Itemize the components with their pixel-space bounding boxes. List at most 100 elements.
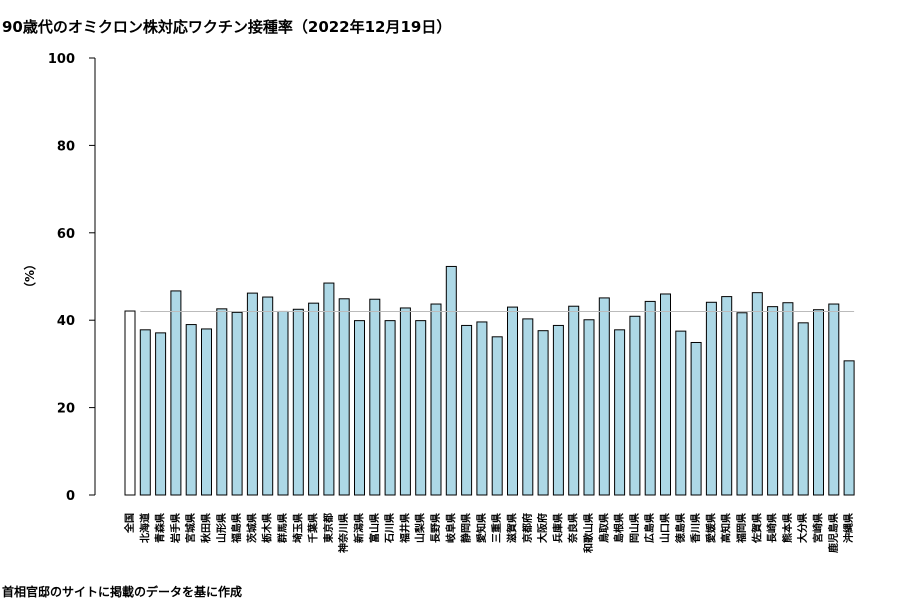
bar-prefecture [354,320,365,496]
bar-prefecture [828,303,840,496]
x-category-label: 岩手県 [169,513,182,544]
bar-prefecture [246,292,258,496]
x-category-label: 宮城県 [184,513,197,543]
bar-prefecture [736,312,748,496]
bar-prefecture [384,320,396,496]
x-category-label: 高知県 [720,513,733,543]
y-tick-label: 20 [57,402,75,417]
source-caption: 首相官邸のサイトに掲載のデータを基に作成 [2,585,243,599]
bar-prefecture [568,305,580,496]
x-category-label: 神奈川県 [337,513,350,553]
x-category-label: 香川県 [689,513,702,543]
x-category-label: 鹿児島県 [827,513,840,553]
x-category-label: 島根県 [613,513,626,543]
y-axis-label: （%） [22,258,37,294]
x-category-label: 東京都 [322,513,335,543]
bar-prefecture [644,300,656,496]
x-category-label: 和歌山県 [582,513,595,554]
bar-prefecture [216,308,228,496]
bar-prefecture [308,302,320,496]
bar-prefecture [767,306,779,496]
bar-prefecture [537,330,549,496]
x-category-label: 山口県 [659,513,672,543]
y-tick-label: 0 [66,489,75,504]
bar-prefecture [797,322,809,496]
bar-prefecture [491,336,503,496]
x-category-label: 福島県 [230,513,243,544]
bar-prefecture [614,329,626,496]
x-category-label: 千葉県 [307,513,320,543]
bar-prefecture [476,321,488,496]
bar-prefecture [262,296,274,496]
bar-prefecture [675,330,687,496]
bar-prefecture [843,360,855,496]
bars [124,265,855,496]
x-category-label: 長崎県 [766,513,779,543]
x-category-label: 群馬県 [276,513,289,543]
y-tick-label: 60 [57,227,75,242]
x-category-label: 宮崎県 [812,513,825,543]
x-category-label: 徳島県 [674,513,687,544]
x-category-label: 富山県 [368,513,381,543]
x-category-label: 青森県 [154,513,167,543]
x-category-label: 大阪府 [536,513,549,543]
x-category-label: 福岡県 [735,513,748,544]
bar-prefecture [155,332,167,496]
bar-prefecture [690,341,702,496]
x-category-label: 茨城県 [245,513,258,543]
y-tick-label: 40 [57,314,75,329]
bar-prefecture [430,303,442,496]
x-category-label: 佐賀県 [750,513,763,544]
bar-prefecture [231,311,243,496]
x-category-label: 鳥取県 [597,513,610,543]
x-category-label: 秋田県 [200,513,213,543]
bar-prefecture [445,265,457,496]
bar-prefecture [721,296,733,496]
x-axis-labels: 全国 北海道 青森県 岩手県 宮城県 秋田県 山形県 福島県 茨城県 栃木県 群馬県 埼玉県 千葉県 東京… [123,513,855,554]
y-tick-label: 80 [57,139,75,154]
bar-prefecture [170,290,182,496]
y-axis: 0 20 40 60 80 100 [48,52,96,504]
x-category-label: 静岡県 [460,513,473,543]
bar-prefecture [705,301,717,496]
bar-prefecture [552,324,564,496]
x-category-label: 福井県 [398,513,411,544]
bar-prefecture [277,310,289,496]
x-category-label: 三重県 [490,513,503,543]
bar-prefecture [660,293,671,496]
x-category-label: 奈良県 [567,513,580,544]
x-category-label: 山形県 [215,513,228,543]
x-category-label: 新潟県 [353,513,366,543]
x-category-label: 大分県 [796,513,809,543]
x-category-label: 北海道 [138,513,151,543]
x-category-label: 愛媛県 [704,513,717,543]
x-category-label: 全国 [123,513,136,534]
x-category-label: 沖縄県 [842,513,855,543]
bar-prefecture [751,292,763,496]
bar-prefecture [583,319,595,496]
bar-prefecture [185,324,197,496]
x-category-label: 広島県 [643,513,656,543]
bar-prefecture [415,320,427,496]
bar-prefecture [369,298,381,496]
y-tick-label: 100 [48,52,75,67]
bar-prefecture [629,315,641,496]
bar-prefecture [522,318,534,496]
x-category-label: 愛知県 [475,513,488,543]
bar-prefecture [399,307,411,496]
bar-prefecture [507,306,518,496]
x-category-label: 埼玉県 [291,513,304,543]
chart-title: 90歳代のオミクロン株対応ワクチン接種率（2022年12月19日） [2,18,452,36]
x-category-label: 岡山県 [628,513,641,543]
x-category-label: 京都府 [521,513,534,543]
bar-prefecture [338,298,350,496]
x-category-label: 山梨県 [414,513,427,543]
bar-national [124,310,136,496]
x-category-label: 兵庫県 [551,513,564,543]
bar-prefecture [201,328,212,496]
bar-prefecture [813,309,824,496]
x-category-label: 岐阜県 [444,513,457,543]
bar-prefecture [292,308,304,496]
x-category-label: 長野県 [429,513,442,543]
